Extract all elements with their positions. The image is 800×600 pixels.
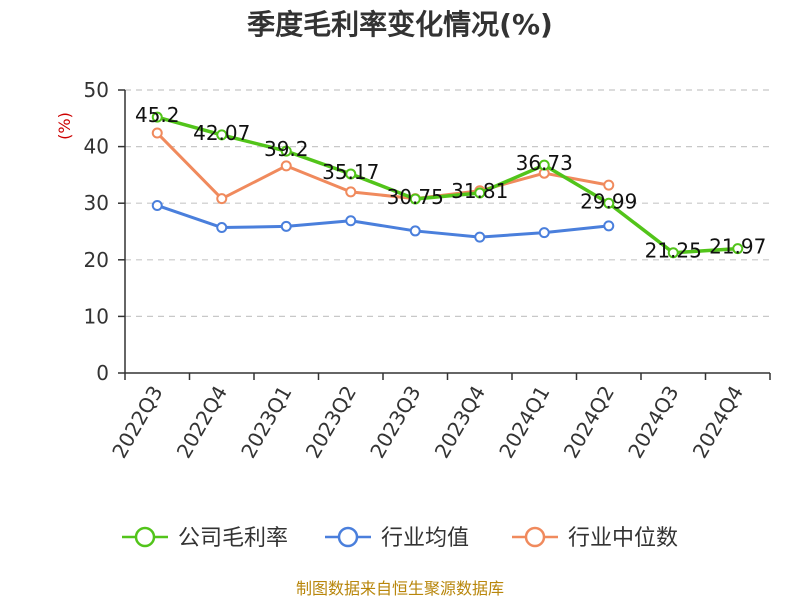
x-tick-label: 2024Q2 [559, 382, 619, 463]
x-tick-label: 2024Q4 [688, 382, 748, 463]
data-point [409, 225, 421, 237]
source-note: 制图数据来自恒生聚源数据库 [296, 579, 504, 598]
data-label: 21.25 [645, 239, 702, 263]
y-axis-label: (%) [55, 112, 74, 140]
data-label: 31.81 [451, 179, 508, 203]
data-point [216, 129, 228, 141]
data-point [538, 227, 550, 239]
x-tick-label: 2022Q3 [107, 382, 167, 463]
legend-marker [337, 526, 359, 548]
data-label: 45.2 [135, 103, 180, 127]
data-point [603, 179, 615, 191]
data-point [409, 193, 421, 205]
y-tick-label: 40 [84, 135, 109, 159]
data-point [216, 222, 228, 234]
legend: 公司毛利率 行业均值 行业中位数 [122, 526, 678, 551]
data-point [345, 168, 357, 180]
x-tick-label: 2023Q3 [365, 382, 425, 463]
x-tick-label: 2024Q1 [494, 382, 554, 463]
data-point [280, 145, 292, 157]
data-point [603, 197, 615, 209]
data-point [216, 193, 228, 205]
series-line [155, 203, 611, 239]
data-label: 36.73 [516, 151, 573, 175]
x-tick-label: 2024Q3 [623, 382, 683, 463]
data-label: 42.07 [193, 121, 250, 145]
chart-title: 季度毛利率变化情况(%) [247, 8, 553, 41]
data-point [474, 231, 486, 243]
y-tick-label: 30 [84, 191, 109, 215]
data-label: 29.99 [580, 189, 637, 213]
x-tick-label: 2023Q4 [430, 382, 490, 463]
series-line [155, 115, 740, 255]
legend-marker [134, 526, 156, 548]
legend-label: 行业中位数 [568, 526, 678, 551]
data-label: 39.2 [264, 137, 309, 161]
data-label: 35.17 [322, 160, 379, 184]
data-point [538, 159, 550, 171]
data-point [280, 220, 292, 232]
data-point [151, 199, 163, 211]
data-point [667, 247, 679, 259]
data-point [151, 111, 163, 123]
legend-marker [524, 526, 546, 548]
x-tick-label: 2023Q1 [236, 382, 296, 463]
y-tick-label: 20 [84, 248, 109, 272]
grid [125, 89, 770, 317]
data-point [151, 127, 163, 139]
legend-label: 行业均值 [381, 526, 469, 551]
data-point [732, 243, 744, 255]
y-tick-label: 10 [84, 304, 109, 328]
legend-label: 公司毛利率 [178, 526, 288, 551]
y-tick-label: 50 [84, 78, 109, 102]
x-tick-label: 2022Q4 [172, 382, 232, 463]
data-point [474, 187, 486, 199]
y-tick-label: 0 [96, 361, 109, 385]
data-label: 21.97 [709, 235, 766, 259]
data-point [280, 160, 292, 172]
data-label: 30.75 [387, 185, 444, 209]
x-tick-label: 2023Q2 [301, 382, 361, 463]
data-point [345, 215, 357, 227]
series-group [151, 111, 744, 259]
data-labels: 45.2 42.07 39.2 35.17 30.75 31.81 36.73 29.99 21… [135, 103, 766, 263]
series-line [155, 131, 611, 201]
data-point [345, 186, 357, 198]
data-point [603, 220, 615, 232]
